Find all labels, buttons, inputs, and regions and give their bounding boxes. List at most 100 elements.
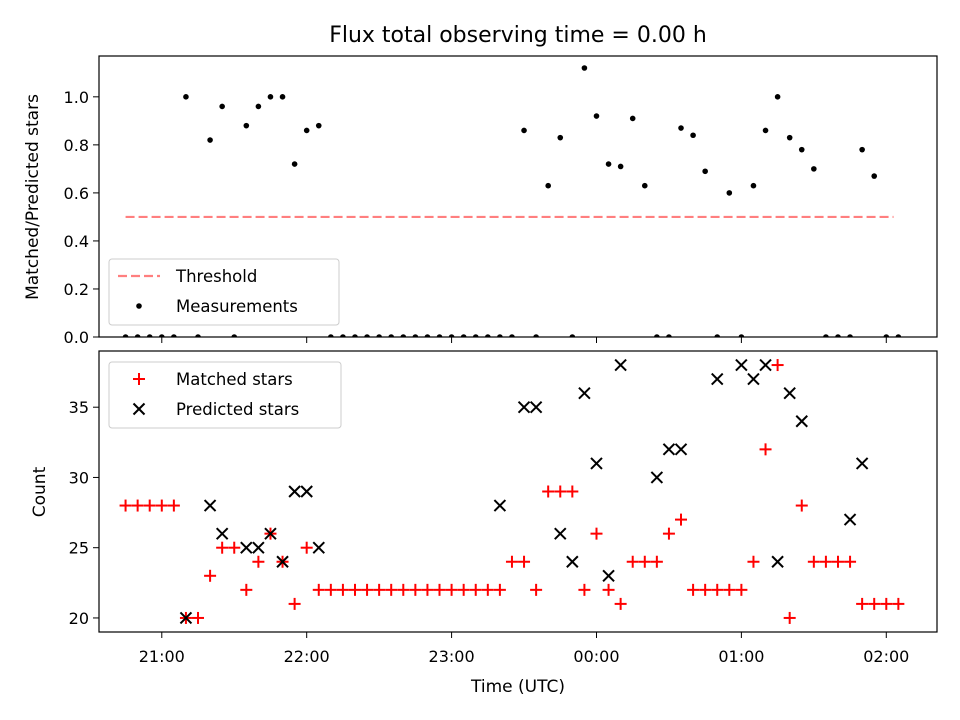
legend-box bbox=[108, 361, 342, 429]
measurement-point bbox=[243, 122, 250, 129]
predicted-star-point bbox=[650, 471, 664, 484]
matched-star-point bbox=[542, 485, 555, 498]
legend-label: Measurements bbox=[176, 297, 298, 316]
matched-star-point bbox=[204, 569, 217, 582]
legend-measurements-swatch bbox=[136, 303, 142, 309]
plot-area bbox=[122, 65, 902, 337]
measurement-point bbox=[340, 334, 346, 337]
y-tick-label: 30 bbox=[69, 468, 89, 487]
matched-star-point bbox=[131, 499, 144, 512]
matched-star-point bbox=[868, 597, 881, 610]
measurement-point bbox=[883, 334, 890, 337]
predicted-star-point bbox=[783, 386, 796, 400]
measurement-point bbox=[315, 122, 322, 129]
matched-star-point bbox=[288, 597, 301, 610]
matched-star-point bbox=[795, 499, 808, 512]
matched-star-point bbox=[457, 583, 470, 596]
measurement-point bbox=[666, 334, 672, 337]
matched-star-point bbox=[505, 555, 518, 568]
measurement-point bbox=[738, 334, 745, 337]
matched-star-point bbox=[687, 583, 700, 596]
matched-star-point bbox=[518, 555, 531, 568]
predicted-star-point bbox=[674, 443, 688, 456]
matched-star-point bbox=[216, 541, 229, 554]
measurement-point bbox=[388, 334, 395, 337]
matched-star-point bbox=[614, 597, 627, 610]
matched-star-point bbox=[119, 499, 132, 512]
measurement-point bbox=[798, 146, 805, 153]
axes-frame bbox=[98, 350, 938, 633]
legend-predicted-swatch bbox=[132, 402, 146, 416]
y-tick-label: 0.6 bbox=[64, 184, 89, 203]
measurement-point bbox=[762, 127, 769, 134]
axes-frame bbox=[98, 55, 938, 338]
matched-star-point bbox=[880, 597, 893, 610]
matched-star-point bbox=[240, 583, 253, 596]
matched-star-point bbox=[252, 555, 265, 568]
measurement-point bbox=[654, 334, 660, 337]
measurement-point bbox=[376, 334, 382, 337]
measurement-point bbox=[207, 137, 213, 143]
matched-star-point bbox=[735, 583, 748, 596]
predicted-star-point bbox=[614, 358, 627, 372]
matched-star-point bbox=[397, 583, 410, 596]
measurement-point bbox=[678, 125, 684, 131]
matched-star-point bbox=[723, 583, 736, 596]
measurement-point bbox=[146, 334, 153, 337]
matched-star-point bbox=[759, 443, 772, 456]
matched-star-point bbox=[312, 583, 325, 596]
measurement-point bbox=[279, 94, 286, 100]
measurement-point bbox=[835, 334, 841, 337]
matched-star-point bbox=[361, 583, 374, 596]
predicted-star-point bbox=[300, 485, 313, 498]
predicted-star-point bbox=[735, 358, 748, 372]
measurement-point bbox=[424, 334, 431, 337]
measurement-point bbox=[436, 334, 443, 337]
predicted-star-point bbox=[759, 358, 772, 372]
matched-star-point bbox=[771, 359, 784, 372]
matched-star-point bbox=[566, 485, 579, 498]
predicted-star-point bbox=[288, 485, 301, 498]
measurement-point bbox=[641, 182, 648, 189]
measurement-point bbox=[714, 334, 721, 337]
x-tick-label: 22:00 bbox=[284, 647, 330, 666]
measurement-point bbox=[847, 334, 853, 337]
matched-star-point bbox=[373, 583, 386, 596]
measurement-point bbox=[871, 173, 878, 179]
measurement-point bbox=[774, 94, 781, 100]
measurement-point bbox=[231, 334, 238, 337]
predicted-star-point bbox=[771, 555, 784, 568]
measurement-point bbox=[617, 163, 624, 170]
matched-star-point bbox=[421, 583, 434, 596]
measurement-point bbox=[629, 115, 636, 122]
predicted-star-point bbox=[215, 527, 229, 540]
matched-star-point bbox=[469, 583, 482, 596]
measurement-point bbox=[364, 334, 370, 337]
predicted-star-point bbox=[203, 499, 217, 512]
measurement-point bbox=[219, 103, 225, 110]
legend-box bbox=[108, 258, 340, 326]
legend-label: Predicted stars bbox=[176, 400, 299, 419]
measurement-point bbox=[485, 334, 491, 337]
matched-star-point bbox=[228, 541, 241, 554]
matched-star-point bbox=[807, 555, 820, 568]
legend-label: Threshold bbox=[175, 267, 257, 286]
matched-star-point bbox=[336, 583, 349, 596]
measurement-point bbox=[460, 334, 467, 337]
measurement-point bbox=[823, 334, 829, 337]
predicted-star-point bbox=[264, 527, 277, 540]
measurement-point bbox=[593, 113, 600, 119]
measurement-point bbox=[702, 168, 708, 175]
measurement-point bbox=[581, 65, 588, 71]
matched-star-point bbox=[481, 583, 494, 596]
measurement-point bbox=[400, 334, 407, 337]
ratio-plot: 0.0 0.2 0.4 0.6 0.8 1.0 Threshold Measurements bbox=[64, 55, 938, 347]
matched-star-point bbox=[192, 611, 205, 624]
legend: Matched stars Predicted stars bbox=[108, 361, 342, 429]
matched-star-point bbox=[783, 611, 796, 624]
measurement-point bbox=[255, 103, 262, 110]
matched-star-point bbox=[409, 583, 422, 596]
measurement-point bbox=[352, 334, 358, 337]
matched-star-point bbox=[819, 555, 832, 568]
measurement-point bbox=[497, 334, 503, 337]
